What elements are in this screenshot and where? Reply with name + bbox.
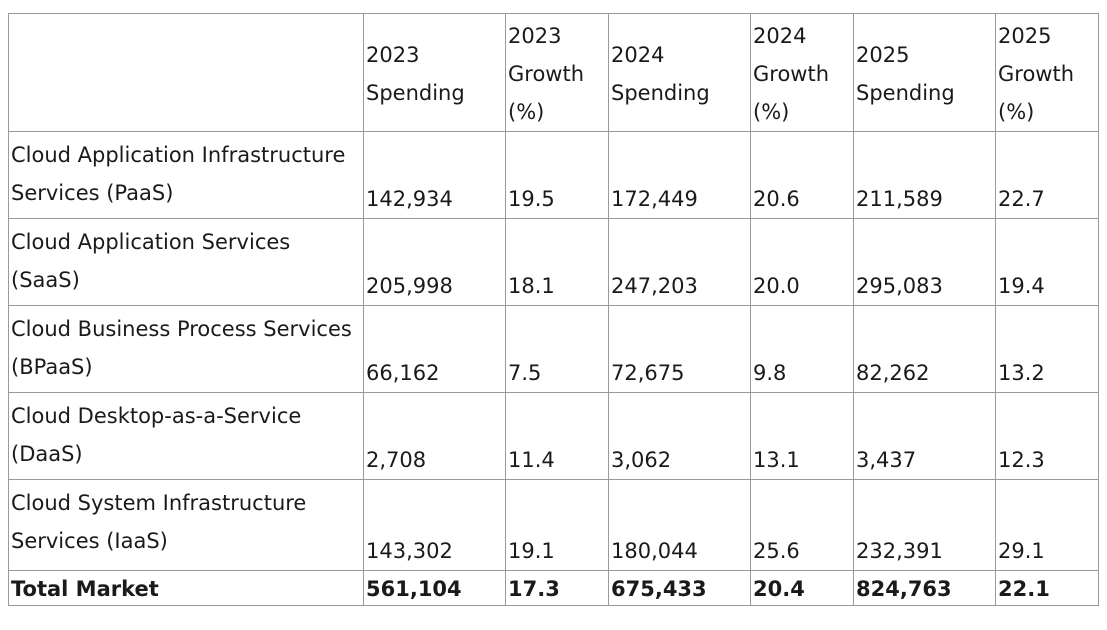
header-cell-2024-growth: 2024 Growth (%) bbox=[750, 13, 854, 132]
total-label: Total Market bbox=[8, 570, 364, 606]
cell-2024-spending: 247,203 bbox=[608, 218, 751, 306]
header-cell-2024-spending: 2024 Spending bbox=[608, 13, 751, 132]
market-spending-table: 2023 Spending 2023 Growth (%) 2024 Spend… bbox=[8, 13, 1099, 606]
header-cell-2025-growth: 2025 Growth (%) bbox=[995, 13, 1099, 132]
total-2024-spending: 675,433 bbox=[608, 570, 751, 606]
cell-2023-growth: 18.1 bbox=[505, 218, 609, 306]
row-label: Cloud Application Infrastructure Service… bbox=[8, 131, 364, 219]
table-row-saas: Cloud Application Services (SaaS) 205,99… bbox=[8, 218, 1099, 306]
cell-2025-growth: 13.2 bbox=[995, 305, 1099, 393]
row-label: Cloud Business Process Services (BPaaS) bbox=[8, 305, 364, 393]
row-label: Cloud Desktop-as-a-Service (DaaS) bbox=[8, 392, 364, 480]
cell-2023-spending: 143,302 bbox=[363, 479, 506, 571]
cell-2025-spending: 211,589 bbox=[853, 131, 996, 219]
total-2025-spending: 824,763 bbox=[853, 570, 996, 606]
cell-2025-growth: 12.3 bbox=[995, 392, 1099, 480]
cell-2024-spending: 72,675 bbox=[608, 305, 751, 393]
cell-2025-spending: 3,437 bbox=[853, 392, 996, 480]
cell-2024-spending: 172,449 bbox=[608, 131, 751, 219]
cell-2024-growth: 20.6 bbox=[750, 131, 854, 219]
table-row-daas: Cloud Desktop-as-a-Service (DaaS) 2,708 … bbox=[8, 392, 1099, 480]
total-2025-growth: 22.1 bbox=[995, 570, 1099, 606]
cell-2025-growth: 19.4 bbox=[995, 218, 1099, 306]
table-row-bpaas: Cloud Business Process Services (BPaaS) … bbox=[8, 305, 1099, 393]
header-row: 2023 Spending 2023 Growth (%) 2024 Spend… bbox=[8, 13, 1099, 132]
cell-2025-spending: 82,262 bbox=[853, 305, 996, 393]
cell-2024-growth: 9.8 bbox=[750, 305, 854, 393]
cell-2023-spending: 142,934 bbox=[363, 131, 506, 219]
cell-2024-spending: 180,044 bbox=[608, 479, 751, 571]
cell-2025-spending: 232,391 bbox=[853, 479, 996, 571]
cell-2023-spending: 66,162 bbox=[363, 305, 506, 393]
total-2023-growth: 17.3 bbox=[505, 570, 609, 606]
table-row-iaas: Cloud System Infrastructure Services (Ia… bbox=[8, 479, 1099, 571]
table-row-total: Total Market 561,104 17.3 675,433 20.4 8… bbox=[8, 570, 1099, 606]
cell-2024-growth: 20.0 bbox=[750, 218, 854, 306]
cell-2024-growth: 25.6 bbox=[750, 479, 854, 571]
cell-2023-spending: 2,708 bbox=[363, 392, 506, 480]
cell-2024-growth: 13.1 bbox=[750, 392, 854, 480]
header-cell-2025-spending: 2025 Spending bbox=[853, 13, 996, 132]
cell-2023-growth: 19.1 bbox=[505, 479, 609, 571]
header-cell-empty bbox=[8, 13, 364, 132]
row-label: Cloud Application Services (SaaS) bbox=[8, 218, 364, 306]
header-cell-2023-growth: 2023 Growth (%) bbox=[505, 13, 609, 132]
cell-2023-growth: 7.5 bbox=[505, 305, 609, 393]
cell-2023-growth: 19.5 bbox=[505, 131, 609, 219]
cell-2025-growth: 29.1 bbox=[995, 479, 1099, 571]
cell-2025-spending: 295,083 bbox=[853, 218, 996, 306]
cell-2023-growth: 11.4 bbox=[505, 392, 609, 480]
cell-2023-spending: 205,998 bbox=[363, 218, 506, 306]
cell-2024-spending: 3,062 bbox=[608, 392, 751, 480]
header-cell-2023-spending: 2023 Spending bbox=[363, 13, 506, 132]
total-2023-spending: 561,104 bbox=[363, 570, 506, 606]
table-row-paas: Cloud Application Infrastructure Service… bbox=[8, 131, 1099, 219]
row-label: Cloud System Infrastructure Services (Ia… bbox=[8, 479, 364, 571]
cell-2025-growth: 22.7 bbox=[995, 131, 1099, 219]
total-2024-growth: 20.4 bbox=[750, 570, 854, 606]
